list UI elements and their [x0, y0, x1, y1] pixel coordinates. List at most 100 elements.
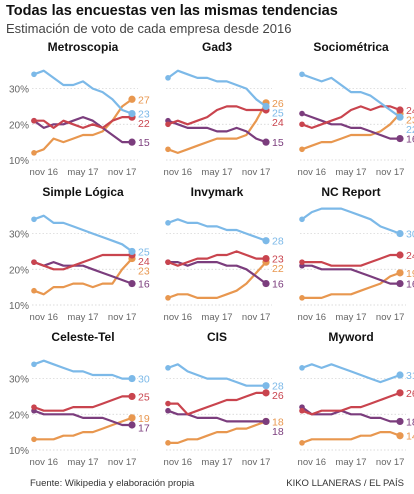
- panel-title: Simple Lógica: [42, 185, 124, 199]
- end-value-label-red: 24: [406, 105, 414, 117]
- end-value-label-blue: 28: [272, 236, 284, 248]
- series-start-point-red: [299, 407, 305, 414]
- x-tick-label: may 17: [201, 312, 232, 323]
- series-end-point-purple: [128, 279, 136, 288]
- end-value-label-red: 26: [272, 390, 284, 402]
- series-end-point-red: [396, 389, 404, 397]
- x-tick-label: may 17: [335, 167, 366, 178]
- x-tick-label: nov 17: [108, 167, 137, 178]
- end-value-label-orange: 23: [406, 115, 414, 127]
- end-value-label-red: 25: [138, 391, 150, 403]
- series-line-purple: [300, 406, 402, 423]
- end-value-label-red: 26: [406, 388, 414, 400]
- series-start-point-orange: [31, 287, 37, 294]
- panel-title: Invymark: [191, 185, 244, 199]
- series-line-purple: [32, 115, 134, 144]
- charts-svg: Metroscopia 10% 20% 30% nov 16 may 17 nov 17 27…: [9, 40, 414, 468]
- series-line-blue: [166, 218, 268, 242]
- series-line-blue: [166, 69, 268, 108]
- x-tick-label: nov 17: [242, 167, 271, 178]
- x-tick-label: may 17: [67, 312, 98, 323]
- x-tick-label: nov 17: [108, 312, 137, 323]
- series-end-point-blue: [396, 371, 404, 379]
- series-line-blue: [32, 214, 134, 253]
- series-line-purple: [32, 409, 134, 427]
- series-start-point-red: [299, 121, 305, 128]
- series-start-point-red: [31, 117, 37, 124]
- series-start-point-red: [165, 259, 171, 265]
- x-tick-label: nov 17: [108, 457, 137, 468]
- series-end-point-blue: [396, 113, 404, 121]
- end-value-label-blue: 25: [272, 107, 284, 119]
- small-multiples-grid: Metroscopia 10% 20% 30% nov 16 may 17 nov 17 27…: [0, 36, 414, 468]
- series-line-red: [32, 115, 134, 130]
- series-end-point-purple: [396, 279, 404, 288]
- y-tick-label: 20%: [9, 120, 29, 131]
- x-tick-label: nov 16: [164, 312, 193, 323]
- y-tick-label: 20%: [9, 265, 29, 276]
- end-value-label-purple: 18: [272, 426, 284, 438]
- panel-title: Myword: [328, 330, 373, 344]
- series-line-orange: [166, 101, 268, 155]
- series-end-point-blue: [262, 237, 270, 245]
- series-line-orange: [300, 431, 402, 444]
- series-end-point-blue: [128, 374, 136, 383]
- series-line-orange: [300, 112, 402, 151]
- series-end-point-purple: [128, 138, 136, 146]
- panel-3: Sociométrica nov 16 may 17 nov 17 24232216: [298, 40, 414, 178]
- series-end-point-red: [262, 389, 270, 397]
- series-line-orange: [166, 261, 268, 299]
- panel-title: Gad3: [202, 40, 232, 54]
- y-tick-label: 30%: [9, 375, 29, 386]
- series-end-point-red: [128, 392, 136, 401]
- series-end-point-red: [262, 254, 270, 263]
- x-tick-label: nov 17: [242, 312, 271, 323]
- series-start-point-orange: [299, 146, 305, 153]
- series-line-blue: [32, 359, 134, 380]
- series-start-point-blue: [299, 71, 305, 78]
- series-line-red: [300, 253, 402, 267]
- series-line-red: [32, 253, 134, 271]
- series-start-point-orange: [31, 436, 37, 443]
- series-start-point-purple: [165, 407, 171, 414]
- x-tick-label: nov 16: [298, 167, 327, 178]
- end-value-label-purple: 15: [272, 137, 284, 149]
- end-value-label-red: 24: [272, 117, 284, 129]
- x-tick-label: nov 17: [242, 457, 271, 468]
- series-start-point-red: [165, 400, 171, 407]
- series-line-orange: [32, 257, 134, 296]
- end-value-label-purple: 16: [138, 279, 150, 291]
- series-start-point-blue: [165, 220, 171, 226]
- series-line-blue: [300, 73, 402, 119]
- series-end-point-orange: [128, 95, 136, 103]
- x-tick-label: may 17: [335, 457, 366, 468]
- end-value-label-orange: 19: [406, 268, 414, 280]
- panel-title: Metroscopia: [48, 40, 119, 54]
- series-end-point-purple: [396, 417, 404, 426]
- end-value-label-blue: 30: [406, 229, 414, 241]
- panel-9: Myword nov 16 may 17 nov 17 31 26 18 14: [298, 330, 414, 468]
- series-line-orange: [300, 271, 402, 299]
- end-value-label-purple: 18: [406, 416, 414, 428]
- series-start-point-orange: [31, 150, 37, 156]
- panel-title: Celeste-Tel: [51, 330, 114, 344]
- series-end-point-blue: [396, 229, 404, 238]
- series-end-point-purple: [262, 417, 270, 426]
- end-value-label-orange: 14: [406, 431, 414, 443]
- source-note: Fuente: Wikipedia y elaboración propia: [30, 478, 195, 489]
- series-end-point-red: [396, 251, 404, 259]
- x-tick-label: nov 16: [164, 457, 193, 468]
- series-line-red: [166, 105, 268, 126]
- panel-title: NC Report: [321, 185, 380, 199]
- end-value-label-orange: 26: [272, 98, 284, 110]
- x-tick-label: may 17: [67, 457, 98, 468]
- series-start-point-blue: [299, 365, 305, 371]
- series-end-point-blue: [128, 109, 136, 118]
- series-line-red: [300, 105, 402, 130]
- y-tick-label: 10%: [9, 156, 29, 167]
- end-value-label-blue: 30: [138, 374, 150, 386]
- series-end-point-red: [396, 106, 404, 114]
- series-line-blue: [32, 69, 134, 115]
